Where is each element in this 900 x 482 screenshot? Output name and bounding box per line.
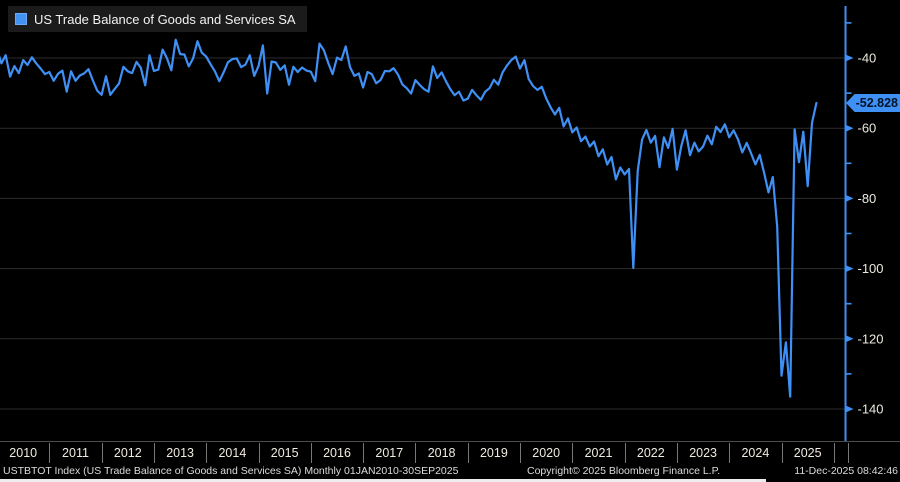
x-axis-year-label: 2018 [427, 446, 456, 460]
x-axis-year-separator [833, 443, 835, 463]
series-line [0, 38, 818, 398]
y-axis-tick-label: -140 [858, 402, 884, 417]
x-axis-year-separator [572, 443, 574, 463]
x-axis-year-label: 2010 [9, 446, 38, 460]
y-axis-tick-label: -100 [858, 261, 884, 276]
x-axis-year-label: 2022 [636, 446, 665, 460]
x-axis-year-label: 2023 [689, 446, 717, 460]
x-axis-year-label: 2014 [218, 446, 247, 460]
x-axis-year-separator [729, 443, 731, 463]
x-axis-year-label: 2015 [270, 446, 299, 460]
x-axis-year-separator [363, 443, 365, 463]
x-axis-year-separator [467, 443, 469, 463]
x-axis-year-separator [676, 443, 678, 463]
window-bottom-edge [0, 479, 766, 482]
footer-ticker-text: USTBTOT Index (US Trade Balance of Goods… [3, 465, 459, 477]
footer-timestamp: 11-Dec-2025 08:42:46 [794, 465, 898, 477]
x-axis-year-label: 2017 [375, 446, 404, 460]
y-axis-tick-label: -80 [858, 191, 877, 206]
x-axis-year-label: 2024 [741, 446, 770, 460]
x-axis-year-label: 2016 [323, 446, 351, 460]
y-axis-tick-arrow-icon [844, 194, 854, 203]
legend-label: US Trade Balance of Goods and Services S… [34, 11, 296, 27]
x-axis-year-label: 2025 [793, 446, 822, 460]
x-axis-year-separator [781, 443, 783, 463]
y-axis-tick-label: -120 [858, 331, 884, 346]
x-axis-year-label: 2021 [584, 446, 613, 460]
x-axis-year-separator [49, 443, 51, 463]
x-axis-year-label: 2011 [62, 446, 89, 460]
x-axis-year-separator [415, 443, 417, 463]
legend-swatch-icon [15, 13, 27, 25]
footer-copyright-text: Copyright© 2025 Bloomberg Finance L.P. [527, 465, 721, 477]
x-axis-year-separator [848, 443, 849, 463]
x-axis-year-separator [206, 443, 208, 463]
x-axis-year-label: 2013 [166, 446, 194, 460]
x-axis-year-separator [624, 443, 626, 463]
y-axis-tick-label: -60 [858, 121, 877, 136]
y-axis-tick-arrow-icon [844, 124, 854, 133]
last-value-badge: -52.828 [846, 94, 900, 112]
y-axis-tick-arrow-icon [844, 264, 854, 273]
y-axis-tick-arrow-icon [844, 405, 854, 413]
x-axis-year-separator [258, 443, 260, 463]
x-axis-band: 2010 2011 2012 2013 2014 2015 2016 2017 2018 2019… [0, 441, 900, 467]
footer: USTBTOT Index (US Trade Balance of Goods… [0, 465, 900, 479]
x-axis-year-separator [310, 443, 312, 463]
y-axis-tick-label: -40 [858, 51, 877, 66]
x-axis-year-label: 2020 [532, 446, 561, 460]
x-axis-year-separator [153, 443, 155, 463]
x-axis-year-separator [101, 443, 103, 463]
x-axis-year-separator [520, 443, 521, 463]
x-axis-year-label: 2019 [479, 446, 508, 460]
legend-chip[interactable]: US Trade Balance of Goods and Services S… [8, 6, 307, 32]
y-axis-tick-arrow-icon [844, 54, 854, 62]
x-axis-year-label: 2012 [113, 446, 142, 460]
y-axis-tick-arrow-icon [844, 334, 854, 343]
